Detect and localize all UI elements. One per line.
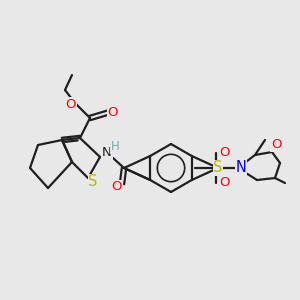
- Text: O: O: [108, 106, 118, 118]
- Text: O: O: [66, 98, 76, 110]
- Text: S: S: [88, 175, 98, 190]
- Text: O: O: [219, 176, 229, 190]
- Text: O: O: [111, 181, 121, 194]
- Text: N: N: [102, 146, 112, 160]
- Text: O: O: [271, 139, 281, 152]
- Text: S: S: [213, 160, 223, 175]
- Text: N: N: [236, 160, 246, 175]
- Text: O: O: [219, 146, 229, 160]
- Text: H: H: [111, 140, 119, 154]
